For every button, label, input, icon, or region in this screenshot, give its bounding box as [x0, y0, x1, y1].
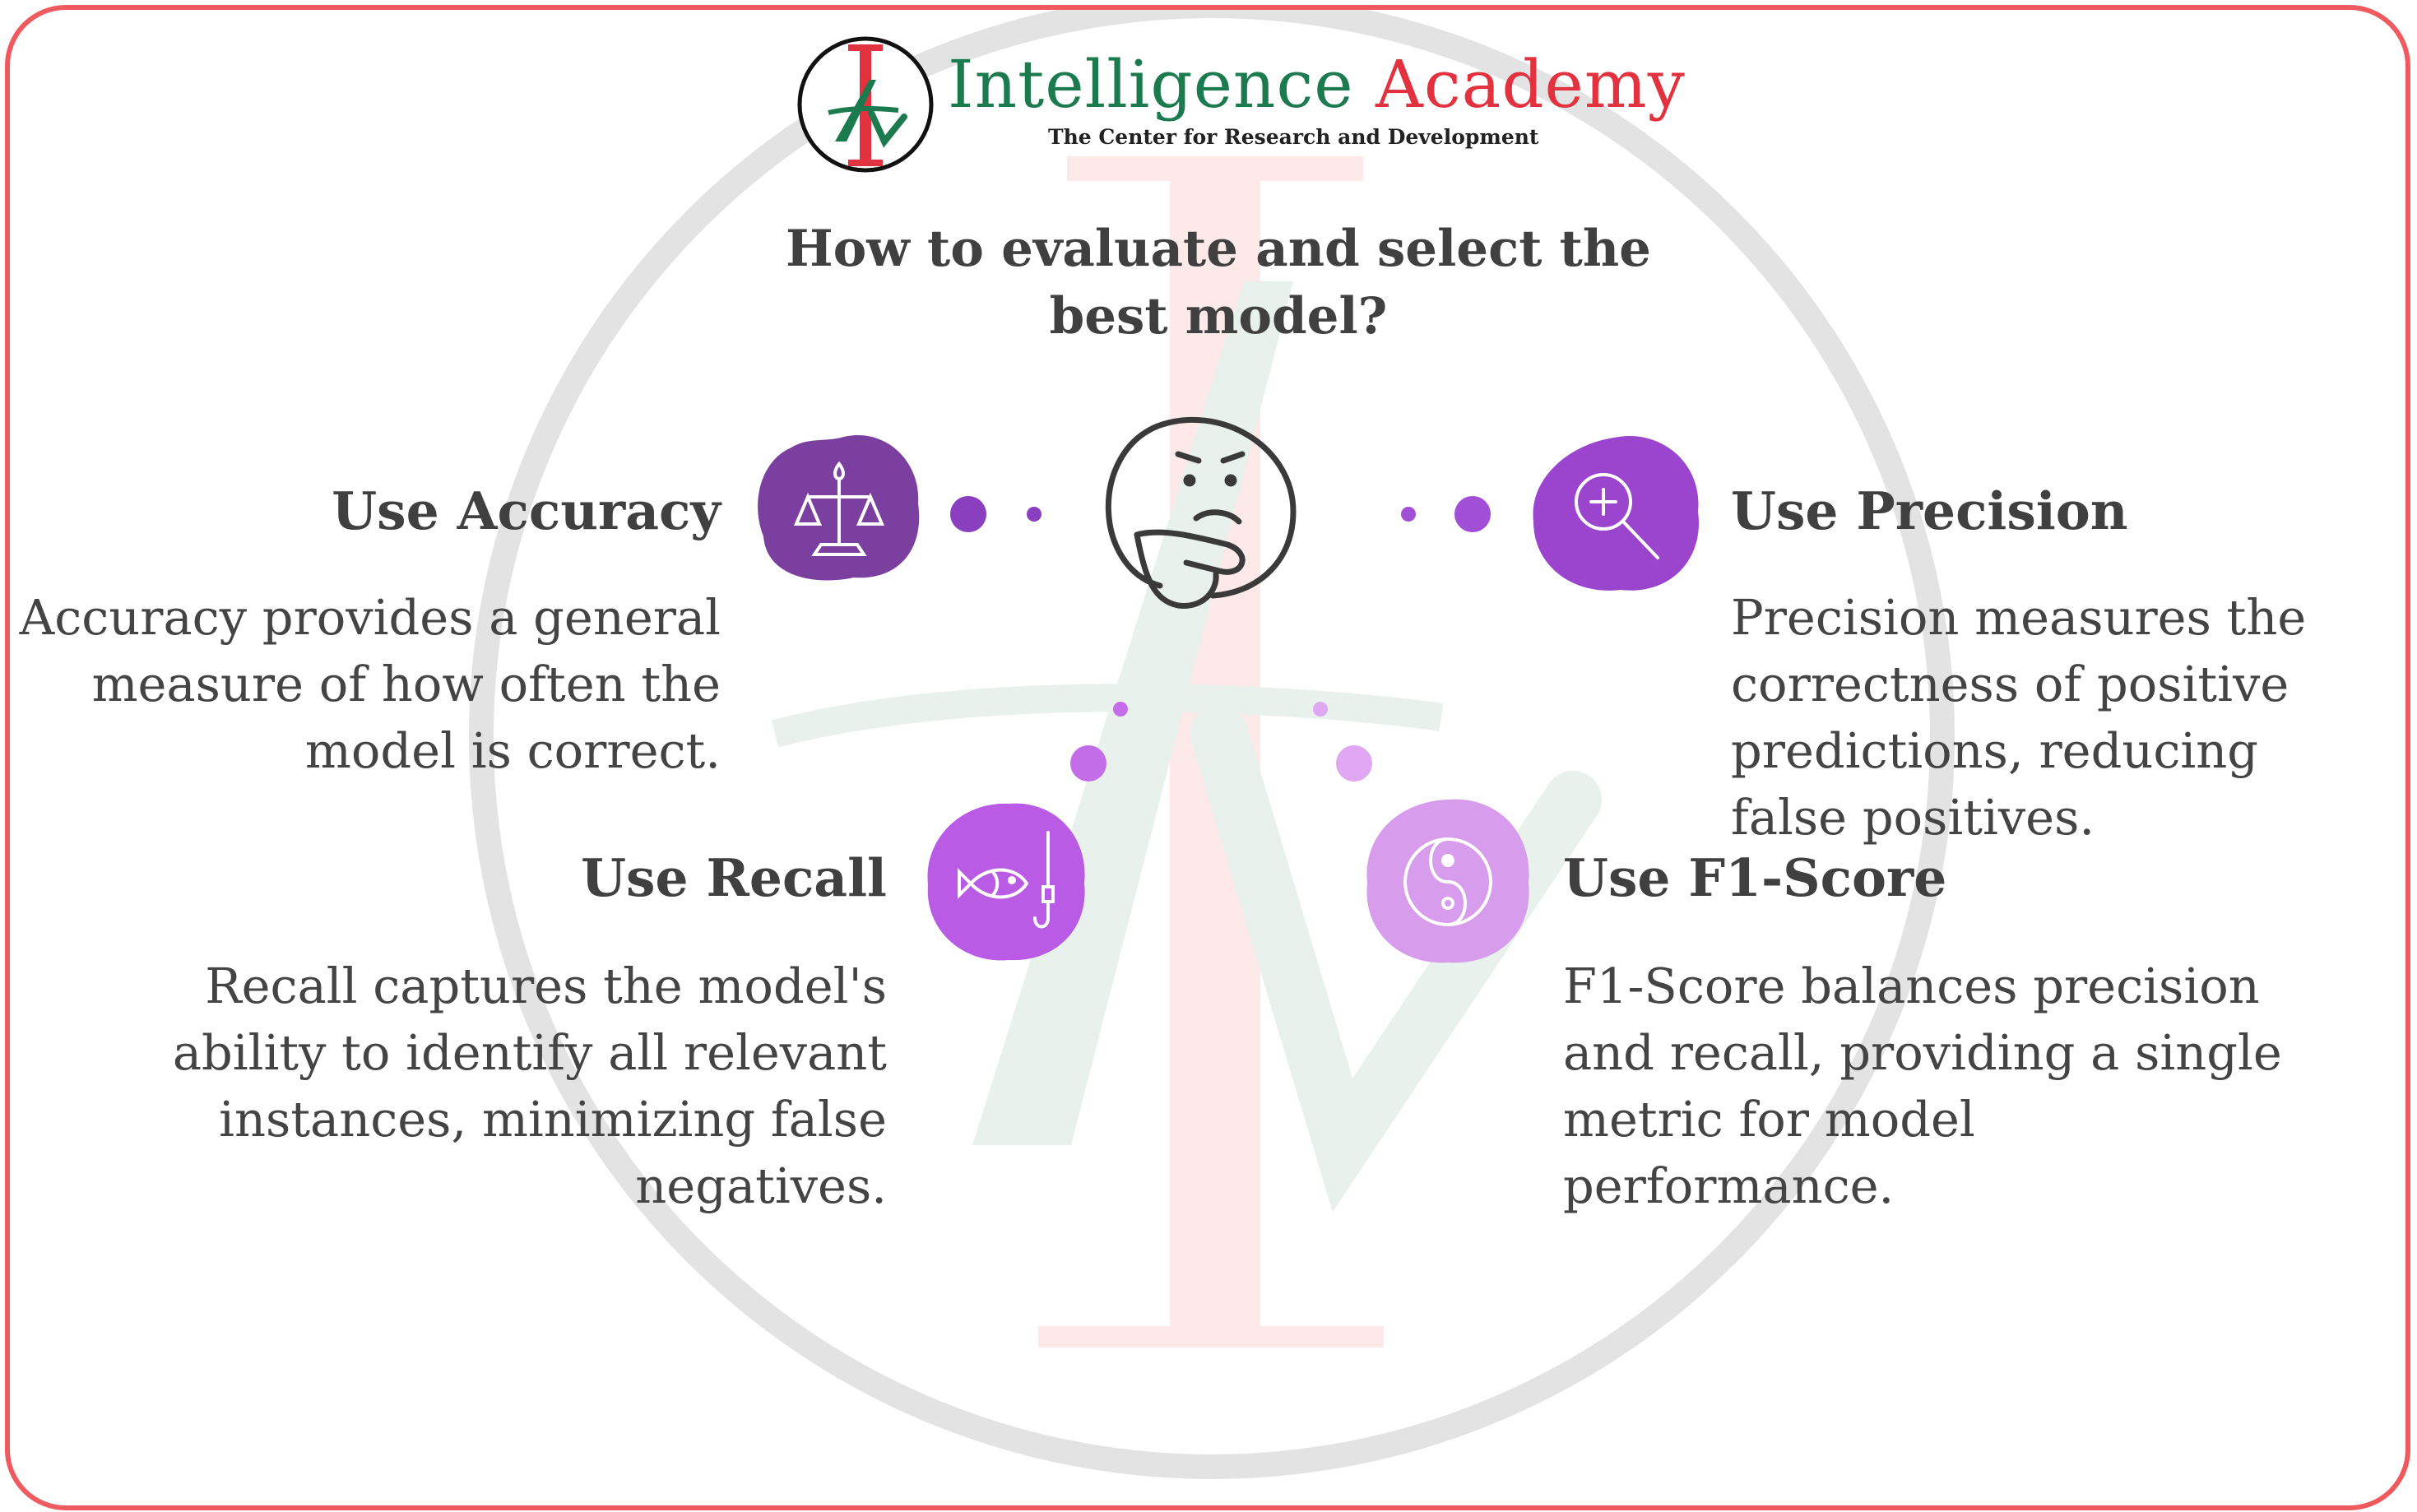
- connector-dot: [1401, 507, 1416, 522]
- recall-heading: Use Recall: [581, 847, 887, 908]
- icons-layer: [758, 416, 1699, 963]
- yin-yang-icon: [1366, 799, 1529, 963]
- page-title: How to evaluate and select the best mode…: [785, 220, 1651, 346]
- precision-description: Precision measures the correctness of po…: [1731, 589, 2307, 846]
- brand-tagline: The Center for Research and Development: [1048, 125, 1539, 149]
- connector-dot: [1070, 745, 1106, 782]
- connector-dot: [1113, 702, 1128, 717]
- logo-icon: [797, 36, 934, 173]
- f1-score-description: F1-Score balances precision and recall, …: [1563, 958, 2282, 1214]
- connector-dot: [1027, 507, 1041, 522]
- connector-dot: [1336, 745, 1372, 782]
- accuracy-heading: Use Accuracy: [332, 480, 721, 541]
- page-frame: Intelligence Academy The Center for Rese…: [5, 5, 2410, 1510]
- brand-name-part2: Academy: [1376, 46, 1686, 123]
- fish-hook-icon: [927, 803, 1085, 961]
- thinking-face-icon: [1105, 416, 1297, 609]
- brand-name-part1: Intelligence: [948, 46, 1354, 123]
- accuracy-description: Accuracy provides a general measure of h…: [19, 589, 721, 779]
- recall-description: Recall captures the model's ability to i…: [172, 958, 887, 1214]
- connector-dot: [950, 496, 986, 532]
- brand-name: Intelligence Academy: [948, 46, 1686, 123]
- connector-dot: [1313, 702, 1328, 717]
- balance-scale-icon: [758, 434, 920, 581]
- f1-score-heading: Use F1-Score: [1563, 847, 1947, 908]
- connector-dot: [1454, 496, 1491, 532]
- precision-heading: Use Precision: [1731, 480, 2128, 541]
- magnifier-plus-icon: [1533, 435, 1699, 591]
